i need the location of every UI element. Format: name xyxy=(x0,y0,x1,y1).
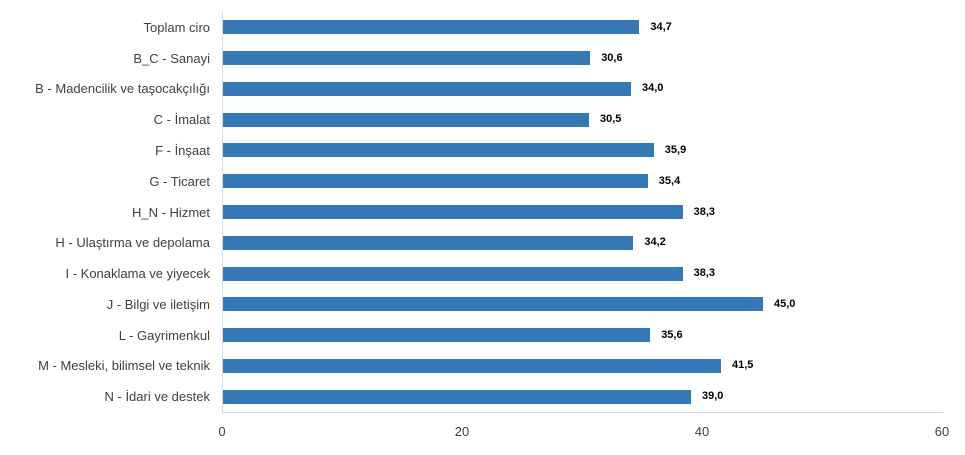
bar xyxy=(223,389,691,404)
category-axis: Toplam ciro B_C - Sanayi B - Madencilik ve… xyxy=(0,12,210,412)
value-label: 34,0 xyxy=(642,82,664,95)
bar xyxy=(223,235,634,250)
category-label: I - Konaklama ve yiyecek xyxy=(65,266,210,282)
category-label: C - İmalat xyxy=(153,112,210,128)
value-label: 34,2 xyxy=(644,236,666,249)
category-label: N - İdari ve destek xyxy=(104,389,211,405)
bar xyxy=(223,81,631,96)
x-axis-ticks: 0 20 40 60 xyxy=(218,413,949,443)
value-label: 34,7 xyxy=(650,20,672,33)
x-tick-label: 0 xyxy=(218,424,226,439)
category-label: B - Madencilik ve taşocakçılığı xyxy=(35,81,210,97)
value-label: 35,4 xyxy=(658,174,681,187)
bar xyxy=(223,358,721,373)
plot-area: 34,7 30,6 34,0 30,5 35,9 35,4 38,3 34,2 38,3 45,0… xyxy=(222,12,943,413)
value-label: 39,0 xyxy=(702,390,724,403)
category-label: H - Ulaştırma ve depolama xyxy=(55,235,210,251)
value-label: 41,5 xyxy=(732,359,754,372)
category-label: B_C - Sanayi xyxy=(133,50,210,66)
bar xyxy=(223,205,683,219)
bar xyxy=(223,112,589,127)
category-label: J - Bilgi ve iletişim xyxy=(106,296,210,312)
category-label: G - Ticaret xyxy=(149,173,210,189)
bar xyxy=(223,20,640,35)
bar xyxy=(223,297,763,312)
category-label: L - Gayrimenkul xyxy=(118,327,210,343)
category-label: Toplam ciro xyxy=(143,19,210,35)
category-label: M - Mesleki, bilimsel ve teknik xyxy=(38,358,210,374)
category-label: H_N - Hizmet xyxy=(131,204,210,220)
value-label: 30,6 xyxy=(601,51,623,64)
value-label: 45,0 xyxy=(774,297,796,310)
value-label: 35,9 xyxy=(664,143,687,156)
bar xyxy=(223,51,591,66)
value-label: 30,5 xyxy=(600,113,622,126)
category-label: F - İnşaat xyxy=(155,142,210,158)
x-tick-label: 60 xyxy=(934,424,950,439)
bar xyxy=(223,174,648,189)
bar xyxy=(223,266,683,281)
x-tick-label: 40 xyxy=(694,424,710,439)
bar xyxy=(223,143,654,158)
value-label: 38,3 xyxy=(693,267,716,280)
bar xyxy=(223,328,651,343)
value-label: 35,6 xyxy=(661,328,683,341)
x-tick-label: 20 xyxy=(454,424,470,439)
value-label: 38,3 xyxy=(693,205,716,218)
